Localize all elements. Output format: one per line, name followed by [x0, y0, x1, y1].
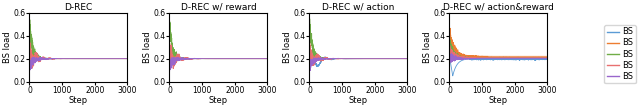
- X-axis label: Step: Step: [69, 96, 88, 105]
- Legend: BS, BS, BS, BS, BS: BS, BS, BS, BS, BS: [604, 25, 636, 83]
- Y-axis label: BS load: BS load: [423, 31, 432, 63]
- X-axis label: Step: Step: [489, 96, 508, 105]
- Title: D-REC w/ action: D-REC w/ action: [323, 3, 395, 12]
- Title: D-REC w/ reward: D-REC w/ reward: [180, 3, 257, 12]
- X-axis label: Step: Step: [349, 96, 368, 105]
- Title: D-REC w/ action&reward: D-REC w/ action&reward: [443, 3, 554, 12]
- Y-axis label: BS load: BS load: [283, 31, 292, 63]
- Title: D-REC: D-REC: [65, 3, 93, 12]
- Y-axis label: BS load: BS load: [3, 31, 12, 63]
- Y-axis label: BS load: BS load: [143, 31, 152, 63]
- X-axis label: Step: Step: [209, 96, 228, 105]
